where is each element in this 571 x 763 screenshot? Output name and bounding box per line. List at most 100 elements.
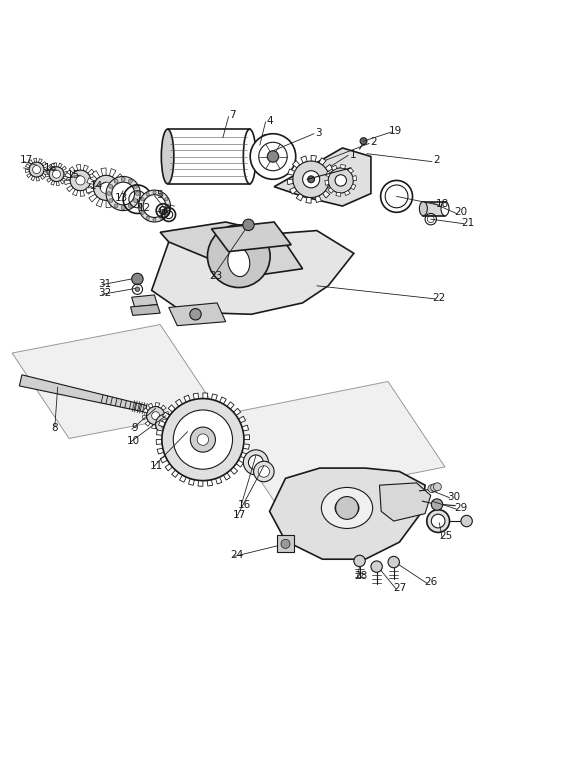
Circle shape [146,216,149,220]
Circle shape [109,198,113,203]
Polygon shape [227,402,234,409]
Polygon shape [345,191,350,195]
Polygon shape [65,180,71,185]
Polygon shape [37,177,39,181]
Ellipse shape [419,201,427,216]
Polygon shape [88,169,94,175]
Polygon shape [292,160,300,168]
Polygon shape [156,430,163,436]
Polygon shape [217,382,445,501]
Text: 16: 16 [44,163,58,173]
Text: 26: 26 [424,577,437,587]
Polygon shape [106,200,111,208]
Polygon shape [319,158,326,165]
Polygon shape [132,295,158,307]
Polygon shape [152,230,354,314]
Text: 6: 6 [159,205,165,216]
Polygon shape [198,481,203,486]
Polygon shape [331,166,337,170]
Text: 24: 24 [231,550,244,560]
Circle shape [243,219,254,230]
Polygon shape [301,156,307,163]
Text: 2: 2 [433,156,440,166]
Circle shape [106,176,140,211]
Polygon shape [41,175,45,179]
Circle shape [114,179,118,183]
Polygon shape [341,165,345,169]
Circle shape [207,225,270,288]
Polygon shape [143,416,147,420]
Circle shape [173,410,232,469]
Circle shape [152,412,160,420]
Polygon shape [348,168,353,173]
Circle shape [371,561,383,572]
Circle shape [259,142,287,171]
Polygon shape [220,397,226,404]
Text: 1: 1 [349,150,356,160]
Circle shape [128,204,132,208]
Circle shape [160,192,163,196]
Polygon shape [148,403,153,408]
Polygon shape [380,483,431,521]
Polygon shape [244,435,250,439]
Polygon shape [90,176,96,180]
Text: 29: 29 [455,503,468,513]
Circle shape [134,185,138,188]
Polygon shape [46,169,50,172]
Polygon shape [118,182,126,188]
Polygon shape [87,178,95,185]
Text: 13: 13 [115,193,128,203]
Circle shape [248,455,263,470]
Text: 20: 20 [455,208,468,217]
Polygon shape [168,303,226,326]
Polygon shape [101,168,106,175]
Text: 11: 11 [150,461,163,471]
Text: 3: 3 [315,127,322,137]
Text: 18: 18 [436,199,449,209]
Polygon shape [69,166,75,173]
Circle shape [161,419,171,430]
Polygon shape [289,187,297,195]
Circle shape [354,555,365,567]
Polygon shape [19,375,147,412]
Polygon shape [328,188,333,193]
Circle shape [190,308,201,320]
Polygon shape [31,176,35,181]
Circle shape [328,168,353,193]
Circle shape [153,218,156,221]
Polygon shape [161,405,166,410]
Polygon shape [77,165,81,170]
Polygon shape [240,452,247,459]
Circle shape [303,171,320,188]
Circle shape [258,465,270,477]
Polygon shape [315,196,321,203]
Circle shape [132,273,143,285]
Circle shape [29,163,44,177]
Polygon shape [109,169,116,177]
Polygon shape [325,171,331,176]
Text: 32: 32 [98,288,111,298]
Polygon shape [159,420,166,427]
Circle shape [141,211,144,214]
Polygon shape [288,169,295,175]
Polygon shape [168,405,175,412]
Polygon shape [353,175,357,180]
Polygon shape [234,408,241,416]
Polygon shape [203,393,208,399]
Circle shape [76,175,85,185]
Circle shape [53,170,61,178]
Polygon shape [236,460,243,467]
Polygon shape [311,156,316,162]
Circle shape [428,485,436,493]
Circle shape [165,211,168,214]
Polygon shape [158,423,163,428]
Polygon shape [277,536,294,552]
Circle shape [112,182,135,205]
Text: 4: 4 [266,116,273,126]
Polygon shape [179,475,186,482]
Ellipse shape [321,488,373,529]
Circle shape [107,192,111,195]
Text: 19: 19 [389,126,402,136]
Polygon shape [89,194,97,202]
Circle shape [33,166,41,174]
